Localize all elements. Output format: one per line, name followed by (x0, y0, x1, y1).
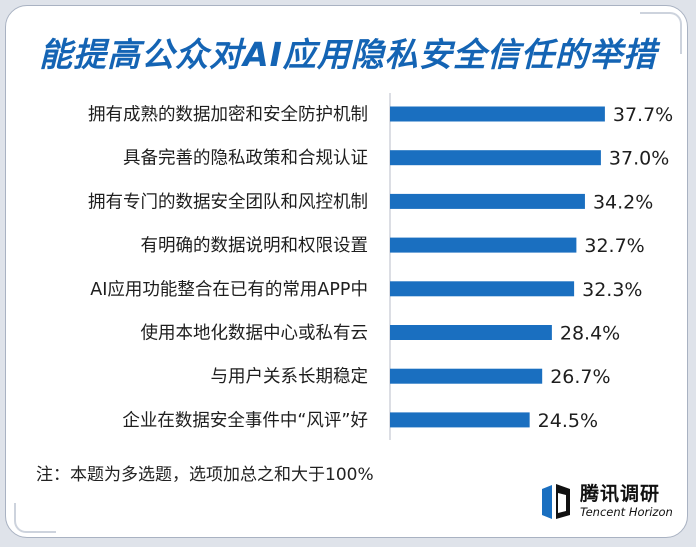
bar (390, 106, 605, 122)
chart-card (5, 5, 688, 538)
bar (390, 193, 585, 209)
bar (390, 412, 530, 428)
category-label: 拥有成熟的数据加密和安全防护机制 (88, 104, 368, 125)
data-label: 32.3% (582, 279, 642, 301)
data-label: 24.5% (538, 410, 598, 432)
bar (390, 237, 577, 253)
category-label: 企业在数据安全事件中“风评”好 (122, 411, 368, 431)
data-label: 26.7% (550, 366, 610, 388)
tencent-horizon-logo-icon (542, 484, 570, 519)
bar (390, 368, 543, 384)
chart-title: 能提高公众对AI应用隐私安全信任的举措 (39, 35, 657, 74)
brand-name-cn: 腾讯调研 (580, 483, 661, 505)
data-label: 34.2% (593, 191, 653, 213)
category-label: 具备完善的隐私政策和合规认证 (123, 149, 368, 169)
brand-name-en: Tencent Horizon (580, 505, 673, 519)
data-label: 28.4% (560, 323, 620, 345)
brand-logo: 腾讯调研 Tencent Horizon (540, 479, 690, 527)
bar (390, 325, 552, 340)
corner-decoration-bottom-left (14, 503, 56, 533)
category-label: 使用本地化数据中心或私有云 (141, 323, 369, 344)
category-label: 与用户关系长期稳定 (211, 367, 369, 387)
bar (390, 281, 575, 297)
data-label: 32.7% (584, 235, 644, 257)
data-label: 37.0% (609, 148, 669, 170)
category-label: 有明确的数据说明和权限设置 (141, 236, 369, 256)
bar (390, 150, 601, 166)
category-label: AI应用功能整合在已有的常用APP中 (90, 280, 368, 300)
data-label: 37.7% (613, 104, 673, 126)
corner-decoration-top-right (640, 12, 682, 54)
footnote: 注：本题为多选题，选项加总之和大于100% (36, 465, 374, 485)
category-label: 拥有专门的数据安全团队和风控机制 (88, 192, 368, 212)
